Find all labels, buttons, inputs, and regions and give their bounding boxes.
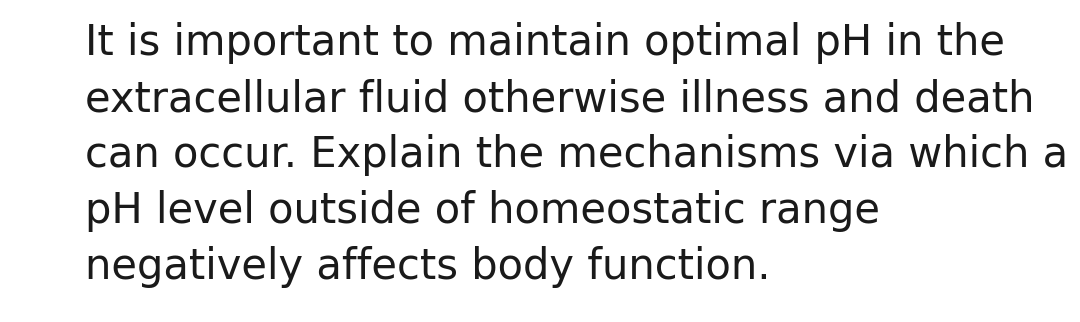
Text: extracellular fluid otherwise illness and death: extracellular fluid otherwise illness an… — [85, 78, 1035, 120]
Text: negatively affects body function.: negatively affects body function. — [85, 246, 770, 288]
Text: can occur. Explain the mechanisms via which a: can occur. Explain the mechanisms via wh… — [85, 134, 1068, 176]
Text: pH level outside of homeostatic range: pH level outside of homeostatic range — [85, 190, 880, 232]
Text: It is important to maintain optimal pH in the: It is important to maintain optimal pH i… — [85, 22, 1005, 64]
